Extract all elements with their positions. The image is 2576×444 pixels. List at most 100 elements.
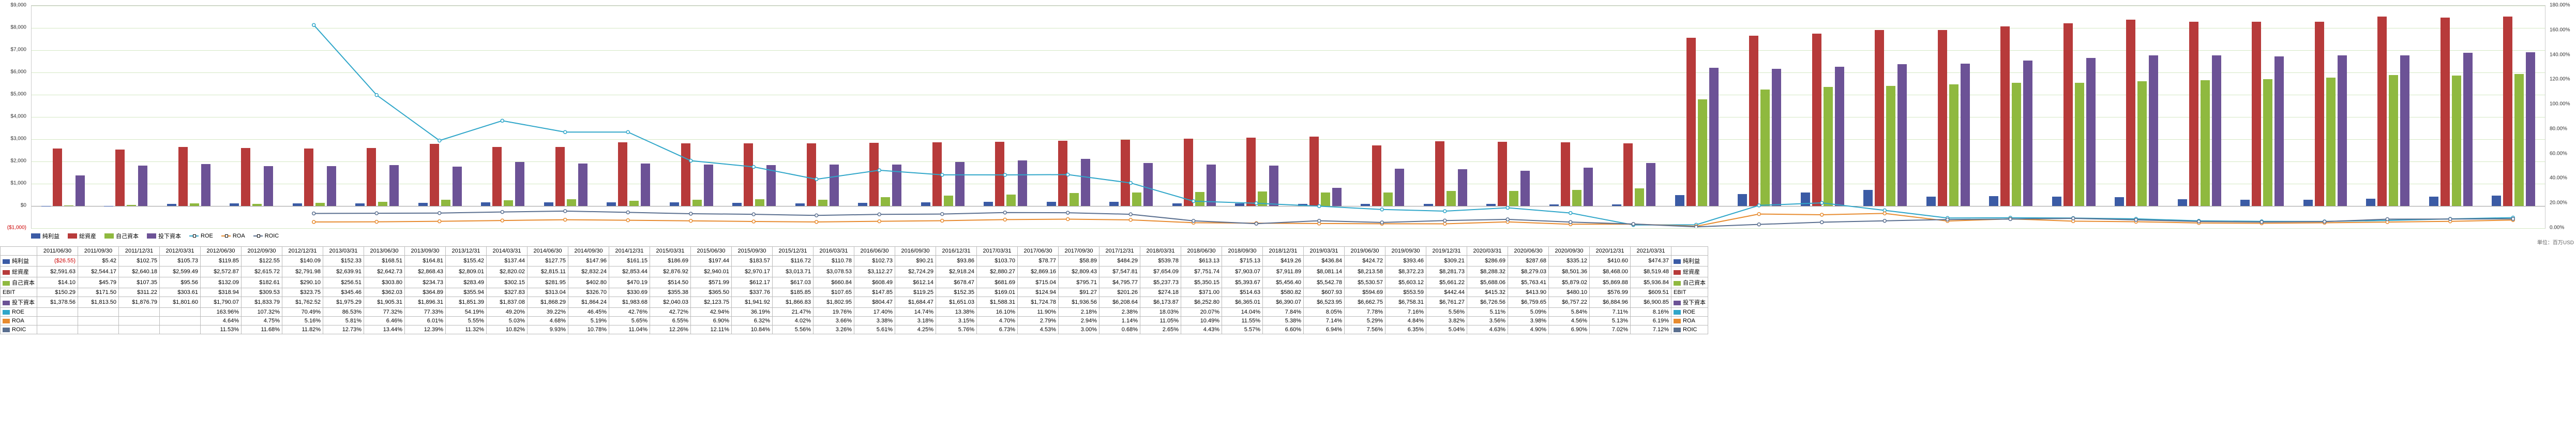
bar-invested_capital xyxy=(1772,69,1781,206)
legend-item-roic: ROIC xyxy=(253,232,279,240)
bar-group xyxy=(472,6,535,228)
bar-net_income xyxy=(1361,204,1370,206)
bar-group xyxy=(2419,6,2482,228)
period-header: 2012/12/31 xyxy=(282,247,323,256)
bar-total_assets xyxy=(1058,141,1067,206)
bar-group xyxy=(786,6,849,228)
bar-net_income xyxy=(1549,204,1559,206)
period-header: 2013/12/31 xyxy=(446,247,487,256)
period-header: 2014/03/31 xyxy=(487,247,528,256)
period-header: 2012/03/31 xyxy=(160,247,201,256)
period-header: 2013/09/30 xyxy=(405,247,446,256)
bar-invested_capital xyxy=(2400,55,2409,206)
bar-invested_capital xyxy=(641,164,650,206)
legend: 純利益総資産自己資本投下資本ROEROAROIC xyxy=(31,232,2545,240)
bar-net_income xyxy=(670,202,679,206)
bar-equity xyxy=(1824,87,1833,206)
bar-net_income xyxy=(858,203,867,206)
bar-group xyxy=(1226,6,1289,228)
period-header: 2014/12/31 xyxy=(609,247,650,256)
bar-total_assets xyxy=(304,149,313,206)
bar-equity xyxy=(1069,193,1079,206)
bar-total_assets xyxy=(2189,22,2198,206)
bar-invested_capital xyxy=(2463,53,2473,206)
period-header: 2019/03/31 xyxy=(1304,247,1345,256)
bar-equity xyxy=(755,199,764,206)
bar-total_assets xyxy=(1246,138,1256,206)
bar-group xyxy=(409,6,472,228)
period-header: 2017/03/31 xyxy=(977,247,1018,256)
bar-total_assets xyxy=(1184,139,1193,206)
bar-total_assets xyxy=(1749,36,1758,206)
bar-invested_capital xyxy=(201,164,210,206)
period-header: 2018/12/31 xyxy=(1263,247,1304,256)
bar-net_income xyxy=(2492,196,2501,206)
bar-invested_capital xyxy=(327,166,336,206)
bar-invested_capital xyxy=(1646,163,1655,206)
bar-invested_capital xyxy=(1207,165,1216,206)
bar-invested_capital xyxy=(578,164,587,206)
bar-equity xyxy=(944,196,953,206)
bar-group xyxy=(2357,6,2420,228)
period-header: 2014/06/30 xyxy=(528,247,568,256)
bar-equity xyxy=(1698,99,1707,206)
bar-invested_capital xyxy=(2526,52,2535,206)
period-header: 2020/12/31 xyxy=(1590,247,1631,256)
period-header: 2015/03/31 xyxy=(650,247,691,256)
period-header: 2013/06/30 xyxy=(364,247,405,256)
period-header: 2020/06/30 xyxy=(1508,247,1549,256)
period-header: 2012/06/30 xyxy=(201,247,242,256)
bar-group xyxy=(32,6,95,228)
bar-invested_capital xyxy=(704,165,713,206)
bar-net_income xyxy=(1172,203,1182,206)
bar-net_income xyxy=(2303,200,2313,206)
bar-invested_capital xyxy=(1520,171,1530,206)
bar-group xyxy=(2294,6,2357,228)
bar-equity xyxy=(881,197,890,206)
period-header: 2015/06/30 xyxy=(691,247,732,256)
bar-group xyxy=(1351,6,1414,228)
bar-group xyxy=(1665,6,1728,228)
legend-item-roe: ROE xyxy=(189,232,213,240)
bar-net_income xyxy=(2366,199,2375,206)
bar-invested_capital xyxy=(1458,169,1467,206)
bar-equity xyxy=(252,204,262,206)
bar-equity xyxy=(1635,188,1644,206)
bar-net_income xyxy=(1109,202,1119,206)
bar-net_income xyxy=(481,202,490,206)
bar-group xyxy=(1791,6,1854,228)
legend-item-invested_capital: 投下資本 xyxy=(147,232,181,240)
bar-invested_capital xyxy=(2212,55,2221,206)
bar-group xyxy=(1037,6,1100,228)
period-header: 2014/09/30 xyxy=(568,247,609,256)
bar-group xyxy=(723,6,786,228)
bar-total_assets xyxy=(241,148,250,206)
bar-group xyxy=(1414,6,1477,228)
bar-group xyxy=(911,6,974,228)
bar-net_income xyxy=(544,202,553,206)
bar-total_assets xyxy=(1686,38,1696,206)
bar-equity xyxy=(2389,75,2398,206)
bar-group xyxy=(2231,6,2294,228)
bar-total_assets xyxy=(1938,30,1947,206)
bar-invested_capital xyxy=(389,165,399,206)
bar-invested_capital xyxy=(1897,64,1907,206)
period-header: 2016/09/30 xyxy=(895,247,936,256)
period-header: 2017/12/31 xyxy=(1099,247,1140,256)
period-header: 2018/06/30 xyxy=(1181,247,1222,256)
bar-group xyxy=(2105,6,2168,228)
bar-equity xyxy=(1321,193,1330,206)
bar-total_assets xyxy=(430,144,439,206)
y-axis-right: 0.00%20.00%40.00%60.00%80.00%100.00%120.… xyxy=(2548,5,2576,228)
bar-invested_capital xyxy=(138,166,147,206)
bar-group xyxy=(1854,6,1917,228)
legend-item-net_income: 純利益 xyxy=(31,232,59,240)
bar-net_income xyxy=(2178,199,2187,206)
data-table: 2011/06/302011/09/302011/12/312012/03/31… xyxy=(0,246,1708,334)
bar-net_income xyxy=(1486,204,1496,206)
period-header: 2019/06/30 xyxy=(1345,247,1385,256)
period-header: 2021/03/31 xyxy=(1631,247,1671,256)
bar-net_income xyxy=(293,203,302,206)
bar-net_income xyxy=(921,202,930,206)
bar-net_income xyxy=(230,203,239,206)
